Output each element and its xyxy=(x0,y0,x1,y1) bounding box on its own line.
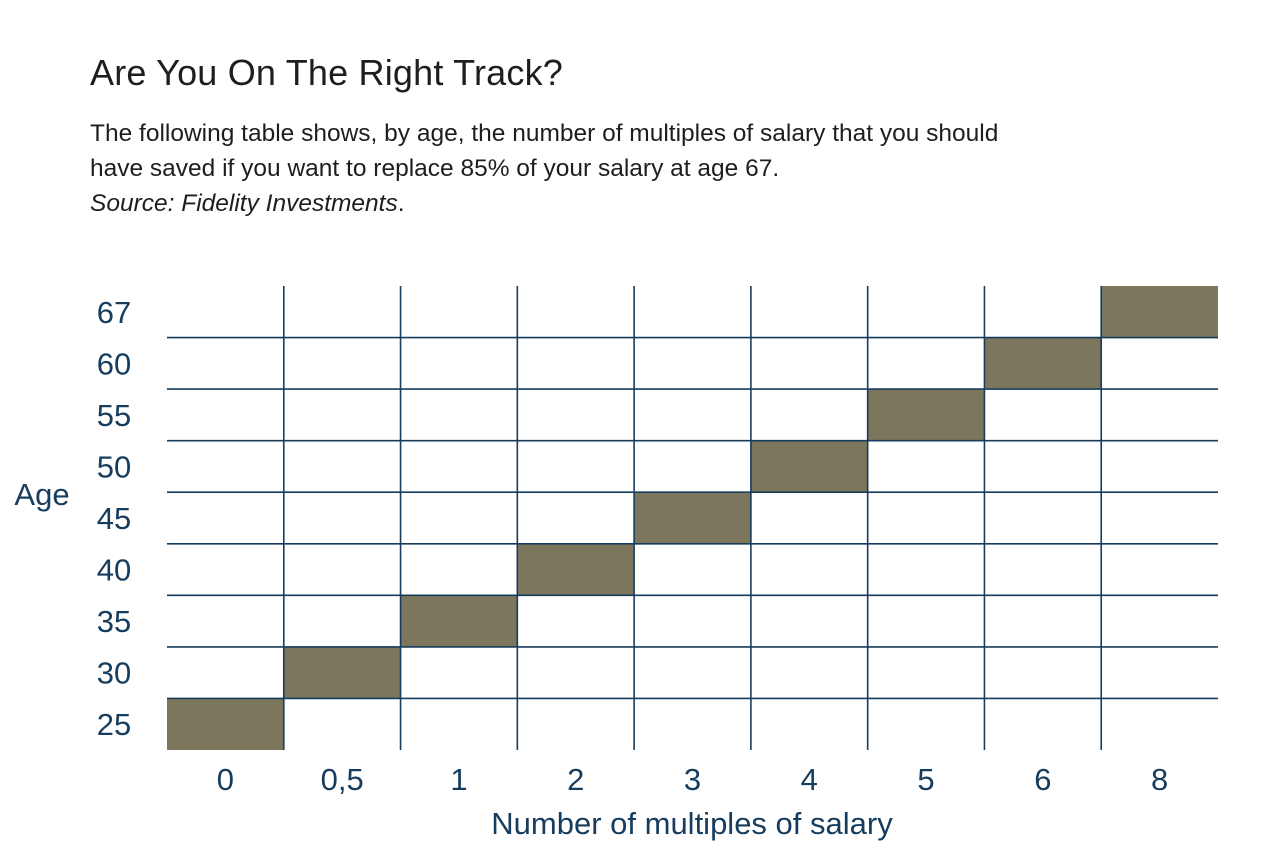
y-tick-label: 45 xyxy=(97,501,131,536)
source-suffix: . xyxy=(397,190,405,217)
x-tick-labels: 0 0,5 1 2 3 4 5 6 8 xyxy=(217,762,1168,797)
source-note: Source: Fidelity Investments. xyxy=(90,186,1210,221)
y-tick-label: 25 xyxy=(97,707,131,742)
cell-age-67 xyxy=(1101,286,1218,338)
source-label: Source: Fidelity Investments xyxy=(90,190,398,217)
chart-description: The following table shows, by age, the n… xyxy=(90,116,1210,221)
cell-age-25 xyxy=(167,698,284,750)
y-tick-label: 30 xyxy=(97,656,131,691)
cell-age-35 xyxy=(400,595,518,647)
x-tick-label: 2 xyxy=(567,762,584,797)
y-tick-label: 40 xyxy=(97,553,131,588)
cell-age-40 xyxy=(517,543,635,596)
y-tick-labels: 25 30 35 40 45 50 55 60 67 xyxy=(97,295,131,742)
cell-age-45 xyxy=(634,492,751,544)
y-tick-label: 55 xyxy=(97,398,131,433)
x-tick-label: 0 xyxy=(217,762,234,797)
x-tick-label: 4 xyxy=(801,762,818,797)
filled-cells xyxy=(167,286,1218,750)
cell-age-30 xyxy=(283,646,401,699)
grid-lines xyxy=(167,286,1218,750)
cell-age-55 xyxy=(867,389,985,441)
x-tick-label: 8 xyxy=(1151,762,1168,797)
x-tick-label: 0,5 xyxy=(321,762,364,797)
description-line-2: have saved if you want to replace 85% of… xyxy=(90,155,780,182)
y-tick-label: 35 xyxy=(97,604,131,639)
y-tick-label: 60 xyxy=(97,346,131,381)
description-line-1: The following table shows, by age, the n… xyxy=(90,120,999,147)
page-title: Are You On The Right Track? xyxy=(90,52,564,93)
y-tick-label: 67 xyxy=(97,295,131,330)
cell-age-60 xyxy=(984,337,1102,390)
x-tick-label: 1 xyxy=(450,762,467,797)
x-axis-label: Number of multiples of salary xyxy=(491,806,893,841)
x-tick-label: 6 xyxy=(1034,762,1051,797)
x-tick-label: 5 xyxy=(917,762,934,797)
x-tick-label: 3 xyxy=(684,762,701,797)
y-tick-label: 50 xyxy=(97,449,131,484)
cell-age-50 xyxy=(750,440,868,493)
y-axis-label: Age xyxy=(14,477,69,512)
